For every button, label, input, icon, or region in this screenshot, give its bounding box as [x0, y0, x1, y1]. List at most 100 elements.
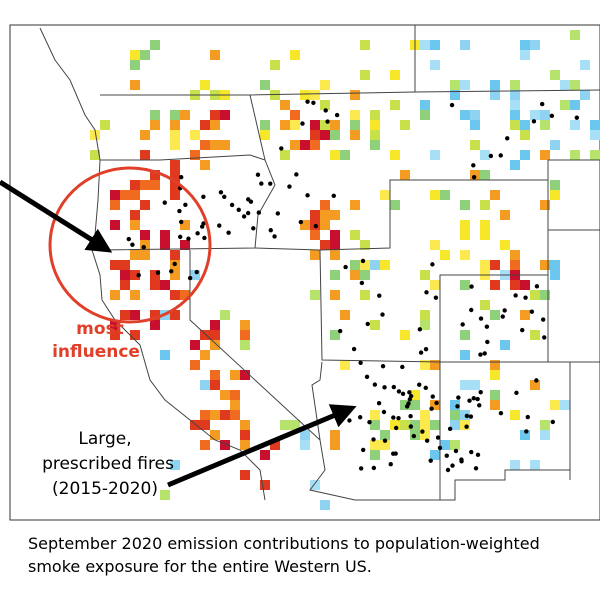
emission-cell: [310, 230, 320, 240]
fire-dot: [456, 395, 461, 400]
fire-dot: [360, 258, 366, 264]
emission-cell: [460, 40, 470, 50]
fire-dot: [423, 385, 428, 391]
emission-cell: [240, 320, 250, 330]
emission-cell: [450, 410, 460, 420]
emission-cell: [360, 270, 370, 280]
emission-cell: [140, 250, 150, 260]
emission-cell: [270, 440, 280, 450]
fire-dot: [574, 115, 580, 120]
emission-cell: [330, 210, 340, 220]
fire-dot: [469, 307, 474, 313]
fire-dot: [391, 415, 396, 420]
fire-dot: [400, 391, 406, 396]
emission-cell: [330, 250, 340, 260]
fire-dot: [337, 328, 343, 334]
emission-cell: [390, 200, 400, 210]
fire-dot: [255, 172, 261, 177]
emission-cell: [200, 160, 210, 170]
fire-dot: [201, 194, 206, 200]
emission-cell: [550, 260, 560, 270]
utah-border: [319, 160, 549, 363]
emission-cell: [390, 150, 400, 160]
caption: smoke exposure for the entire Western US…: [28, 557, 372, 576]
emission-cell: [130, 180, 140, 190]
emission-cell: [450, 420, 460, 430]
fire-dot: [179, 219, 184, 225]
fire-dot: [294, 172, 299, 177]
emission-cell: [90, 130, 100, 140]
emission-cell: [450, 90, 460, 100]
emission-cell: [300, 220, 310, 230]
fire-dot: [520, 327, 525, 333]
fire-dot: [126, 236, 131, 242]
fire-dot: [408, 424, 414, 429]
fire-dot: [177, 234, 183, 240]
fire-dot: [359, 280, 365, 286]
fire-dot: [186, 236, 191, 241]
emission-cell: [510, 120, 520, 130]
emission-cell: [170, 250, 180, 260]
emission-cell: [560, 80, 570, 90]
fire-dot: [445, 467, 451, 473]
emission-cell: [260, 120, 270, 130]
fire-dot: [222, 194, 227, 199]
emission-cell: [590, 150, 600, 160]
fire-dot: [381, 409, 387, 415]
emission-cell: [120, 280, 130, 290]
emission-cell: [110, 320, 120, 330]
emission-cell: [280, 100, 290, 110]
emission-cell: [370, 410, 380, 420]
emission-cell: [490, 260, 500, 270]
emission-cell: [130, 270, 140, 280]
emission-cell: [350, 230, 360, 240]
emission-cell: [390, 100, 400, 110]
emission-cell: [120, 190, 130, 200]
fire-dot: [371, 465, 377, 471]
fire-dot: [256, 210, 262, 215]
emission-cell: [160, 350, 170, 360]
emission-cell: [130, 220, 140, 230]
emission-cell: [280, 150, 290, 160]
emission-cell: [140, 240, 150, 250]
emission-cell: [370, 450, 380, 460]
fire-dot: [478, 390, 483, 395]
emission-cell: [140, 200, 150, 210]
emission-cell: [520, 150, 530, 160]
emission-cell: [170, 120, 180, 130]
emission-cell: [410, 390, 420, 400]
emission-cell: [210, 370, 220, 380]
emission-cell: [320, 240, 330, 250]
emission-cell: [590, 120, 600, 130]
emission-cell: [320, 200, 330, 210]
emission-cell: [570, 120, 580, 130]
fire-dot: [408, 413, 413, 419]
emission-cell: [510, 100, 520, 110]
fire-dot: [539, 101, 545, 107]
emission-cell: [430, 40, 440, 50]
emission-cell: [540, 110, 550, 120]
emission-cell: [380, 260, 390, 270]
fire-dot: [469, 284, 474, 289]
fire-dot: [229, 202, 235, 208]
fire-dot: [347, 418, 352, 423]
emission-cell: [260, 80, 270, 90]
emission-cell: [140, 150, 150, 160]
fire-dot: [377, 293, 382, 298]
emission-cell: [110, 290, 120, 300]
emission-cell: [300, 440, 310, 450]
fire-dot: [371, 437, 376, 442]
emission-cell: [440, 250, 450, 260]
emission-cell: [210, 380, 220, 390]
emission-cell: [200, 330, 210, 340]
emission-cell: [490, 190, 500, 200]
emission-cell: [550, 70, 560, 80]
emission-cell: [580, 60, 590, 70]
emission-cell: [110, 330, 120, 340]
emission-cell: [170, 310, 180, 320]
emission-cell: [520, 130, 530, 140]
emission-cell: [560, 400, 570, 410]
fire-dot: [420, 429, 425, 434]
emission-cell: [490, 360, 500, 370]
fire-dot: [513, 293, 518, 298]
